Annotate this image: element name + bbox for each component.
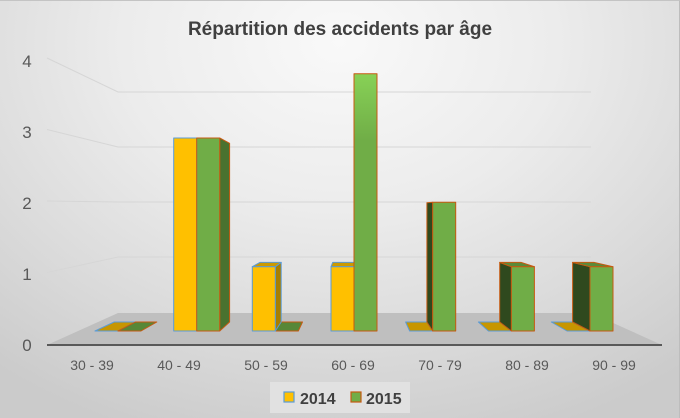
bar-2014-60-69-top bbox=[330, 261, 355, 268]
bar-2014-50-59-side bbox=[274, 261, 282, 332]
legend-swatch-2015-border bbox=[350, 391, 362, 403]
legend-label-2014: 2014 bbox=[300, 391, 336, 408]
y-tick-label: 2 bbox=[22, 194, 31, 213]
y-tick-label: 4 bbox=[22, 52, 31, 71]
legend-swatch-2015 bbox=[351, 392, 361, 402]
y-axis-labels: 0 1 2 3 4 bbox=[22, 52, 31, 355]
x-tick-label: 70 - 79 bbox=[418, 357, 462, 373]
bar-2014-50-59 bbox=[251, 266, 276, 332]
chart-title: Répartition des accidents par âge bbox=[188, 19, 492, 40]
bar-2015-80-89-side bbox=[499, 261, 512, 332]
bar-2015-60-69 bbox=[353, 73, 378, 332]
plot-area bbox=[46, 57, 662, 346]
gridline-3 bbox=[46, 129, 591, 148]
gridlines bbox=[46, 57, 591, 273]
x-axis-labels: 30 - 39 40 - 49 50 - 59 60 - 69 70 - 79 80 - … bbox=[70, 357, 636, 373]
y-tick-label: 1 bbox=[22, 265, 31, 284]
bar-2015-80-89 bbox=[510, 266, 535, 332]
x-tick-label: 80 - 89 bbox=[505, 357, 549, 373]
bar-2015-70-79 bbox=[432, 201, 457, 332]
bar-2015-90-99-side bbox=[572, 261, 591, 332]
x-tick-label: 30 - 39 bbox=[70, 357, 114, 373]
y-tick-label: 0 bbox=[22, 336, 31, 355]
x-tick-label: 60 - 69 bbox=[331, 357, 375, 373]
legend-item-2014: 2014 bbox=[283, 391, 336, 408]
bar-2015-40-49 bbox=[196, 137, 221, 332]
x-tick-label: 90 - 99 bbox=[592, 357, 636, 373]
legend-swatch-2014-border bbox=[283, 391, 295, 403]
bar-front-faces bbox=[173, 73, 614, 332]
bars bbox=[94, 73, 614, 332]
legend: 2014 2015 bbox=[270, 382, 410, 413]
x-tick-label: 50 - 59 bbox=[244, 357, 288, 373]
bar-2015-30-39-zero-plate bbox=[117, 321, 158, 332]
bar-2015-40-49-side bbox=[219, 137, 231, 332]
bar-2015-70-79-side bbox=[426, 201, 434, 332]
legend-label-2015: 2015 bbox=[366, 391, 402, 408]
bar-2014-40-49 bbox=[173, 137, 198, 332]
bar-2014-60-69 bbox=[330, 266, 355, 332]
legend-item-2015: 2015 bbox=[350, 391, 402, 408]
bar-2014-50-59-top bbox=[251, 261, 282, 268]
y-tick-label: 3 bbox=[22, 123, 31, 142]
x-tick-label: 40 - 49 bbox=[157, 357, 201, 373]
gridline-2 bbox=[46, 200, 591, 203]
gridline-4 bbox=[46, 57, 591, 93]
legend-swatch-2014 bbox=[284, 392, 294, 402]
bar-2015-90-99 bbox=[589, 266, 614, 332]
